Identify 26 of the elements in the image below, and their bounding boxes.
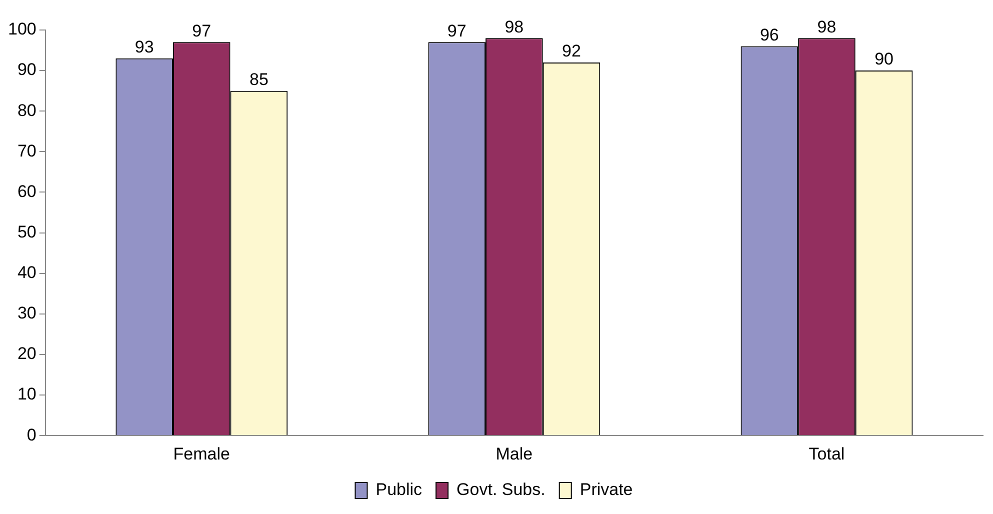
legend-label: Public	[376, 480, 423, 500]
x-tick-label: Female	[173, 444, 230, 464]
y-tick-label: 90	[17, 60, 36, 80]
y-tick-label: 60	[17, 182, 36, 201]
y-tick-label: 70	[17, 141, 36, 160]
y-tick-label: 0	[26, 425, 36, 444]
y-tick-label: 10	[17, 384, 36, 404]
data-label: 90	[874, 50, 894, 69]
data-label: 85	[249, 70, 268, 90]
y-tick-label: 40	[17, 263, 36, 282]
data-label: 92	[562, 42, 581, 61]
data-label: 93	[134, 38, 154, 57]
data-label: 97	[447, 21, 466, 40]
x-tick-label: Male	[496, 444, 533, 464]
legend-label: Govt. Subs.	[456, 480, 546, 500]
x-tick-label: Total	[808, 444, 845, 464]
data-label: 98	[504, 17, 524, 36]
data-label: 98	[817, 17, 836, 36]
legend-label: Private	[580, 480, 633, 500]
data-label: 96	[760, 25, 779, 44]
y-tick-label: 80	[17, 100, 36, 120]
y-tick-label: 30	[17, 304, 36, 323]
y-tick-label: 50	[17, 222, 36, 242]
y-tick-label: 100	[8, 20, 36, 39]
data-label: 97	[192, 21, 212, 40]
y-tick-label: 20	[17, 344, 36, 364]
